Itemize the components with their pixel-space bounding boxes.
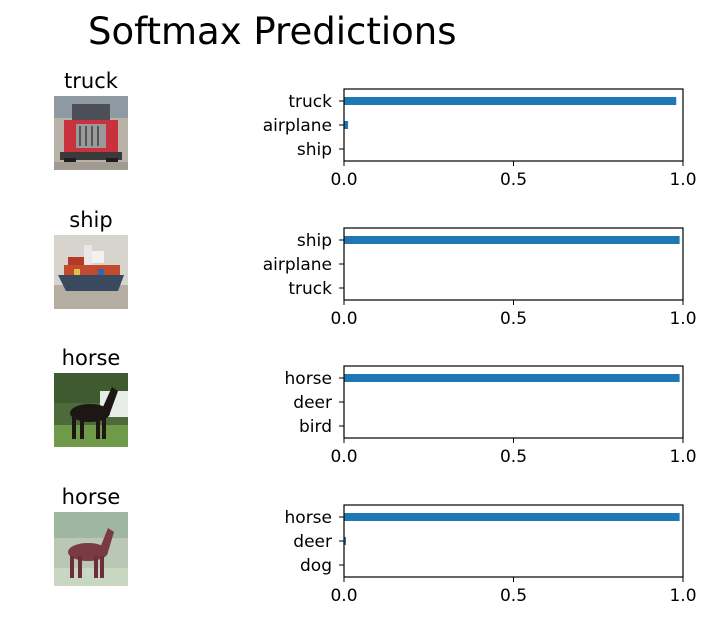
bar-chart: horse deer bird 0.0 0.5 1.0 [285, 365, 697, 467]
x-tick-label: 1.0 [669, 586, 696, 606]
bar [344, 537, 347, 545]
chart-title: Softmax Predictions [88, 10, 457, 53]
y-tick-label: deer [293, 393, 332, 413]
y-tick-label: dog [300, 556, 332, 576]
x-tick-label: 1.0 [669, 309, 696, 329]
bar-chart: truck airplane ship 0.0 0.5 1.0 [263, 88, 697, 190]
x-tick-label: 0.0 [330, 170, 357, 190]
y-tick-label: ship [297, 140, 332, 160]
bar [344, 97, 677, 105]
bar-chart: ship airplane truck 0.0 0.5 1.0 [263, 227, 697, 329]
ship-image [54, 235, 128, 309]
y-tick-label: airplane [263, 116, 332, 136]
y-tick-label: deer [293, 532, 332, 552]
y-tick-label: bird [299, 417, 332, 437]
prediction-panel: horse horse deer dog 0.0 0.5 1.0 [0, 484, 701, 623]
image-title: horse [61, 485, 121, 509]
y-tick-label: truck [288, 92, 332, 112]
bar [344, 513, 680, 521]
image-title: truck [64, 69, 118, 93]
x-tick-label: 1.0 [669, 447, 696, 467]
x-tick-label: 0.5 [500, 447, 527, 467]
horse-image [54, 512, 128, 586]
prediction-panel: horse horse deer bird 0.0 0.5 1.0 [0, 345, 701, 484]
x-tick-label: 0.5 [500, 170, 527, 190]
x-tick-label: 0.5 [500, 309, 527, 329]
bar [344, 236, 680, 244]
y-tick-label: airplane [263, 255, 332, 275]
x-tick-label: 0.0 [330, 586, 357, 606]
bar [344, 121, 349, 129]
x-tick-label: 0.0 [330, 447, 357, 467]
image-title: horse [61, 346, 121, 370]
prediction-panel: truck truck airplane ship 0.0 0.5 1.0 [0, 68, 701, 207]
image-title: ship [69, 208, 113, 232]
prediction-panel: ship ship airplane truck 0.0 0.5 1.0 [0, 207, 701, 346]
x-tick-label: 0.0 [330, 309, 357, 329]
horse-image [54, 373, 128, 447]
bar [344, 374, 680, 382]
y-tick-label: ship [297, 231, 332, 251]
y-tick-label: horse [285, 508, 332, 528]
bar-chart: horse deer dog 0.0 0.5 1.0 [285, 504, 697, 606]
y-tick-label: truck [288, 279, 332, 299]
x-tick-label: 1.0 [669, 170, 696, 190]
truck-image [54, 96, 128, 170]
x-tick-label: 0.5 [500, 586, 527, 606]
y-tick-label: horse [285, 369, 332, 389]
